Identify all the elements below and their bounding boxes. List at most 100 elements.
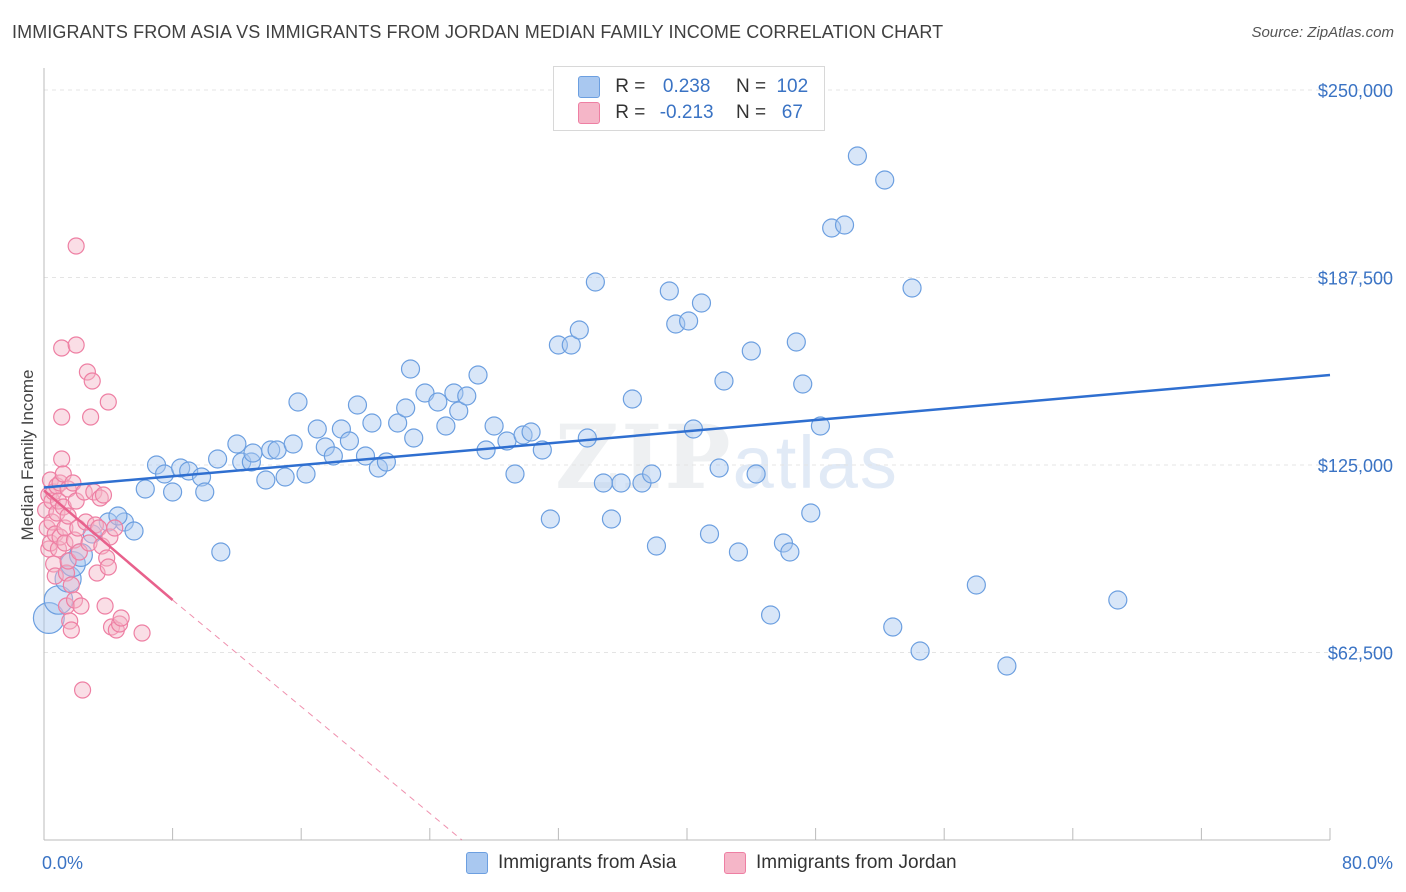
asia-point xyxy=(135,479,155,499)
legend-swatch-asia xyxy=(466,852,488,874)
jordan-point xyxy=(53,408,71,426)
jordan-point xyxy=(110,615,129,633)
jordan-point xyxy=(112,609,130,627)
asia-point xyxy=(208,449,228,469)
jordan-point xyxy=(106,519,124,537)
source-label: Source: ZipAtlas.com xyxy=(1251,24,1394,41)
asia-point xyxy=(847,146,867,166)
jordan-point xyxy=(53,450,71,468)
jordan-trend-extension xyxy=(172,599,463,841)
asia-point xyxy=(436,416,456,436)
legend-r-label: R = xyxy=(615,102,646,123)
asia-point xyxy=(883,617,903,637)
asia-point xyxy=(124,521,144,541)
jordan-point xyxy=(62,576,80,594)
legend-item-jordan: Immigrants from Jordan xyxy=(724,852,957,874)
asia-point xyxy=(505,464,525,484)
legend-r-value: 0.238 xyxy=(662,76,711,97)
asia-trend-line xyxy=(43,373,1331,489)
legend-n-value: 102 xyxy=(776,76,809,97)
asia-point xyxy=(428,392,448,412)
asia-point xyxy=(404,428,424,448)
legend-n-label: N = xyxy=(735,102,767,123)
asia-point xyxy=(793,374,813,394)
asia-point xyxy=(400,359,421,379)
jordan-point xyxy=(56,534,74,552)
asia-point xyxy=(163,482,183,502)
asia-point xyxy=(521,422,541,442)
jordan-point xyxy=(65,591,84,609)
jordan-point xyxy=(82,408,100,426)
asia-point xyxy=(1108,590,1128,610)
asia-point xyxy=(227,434,247,454)
asia-point xyxy=(810,416,831,436)
asia-point xyxy=(659,281,679,301)
jordan-point xyxy=(99,393,117,411)
jordan-trend-line xyxy=(43,489,174,601)
y-tick-label: $125,000 xyxy=(1318,456,1393,476)
asia-point xyxy=(283,434,303,454)
jordan-point xyxy=(72,597,90,615)
asia-point xyxy=(834,215,855,235)
asia-point xyxy=(561,335,581,355)
asia-point xyxy=(457,386,477,406)
legend-r-label: R = xyxy=(615,76,646,97)
correlation-legend: R = 0.238 N = 102 R = -0.213 N = 67 xyxy=(553,66,825,131)
jordan-point xyxy=(78,363,97,381)
asia-point xyxy=(679,311,699,331)
asia-point xyxy=(780,542,800,562)
asia-point xyxy=(323,446,343,466)
jordan-point xyxy=(83,372,101,390)
asia-point xyxy=(261,440,281,460)
asia-point xyxy=(997,656,1017,676)
legend-item-asia: Immigrants from Asia xyxy=(466,852,676,874)
asia-point xyxy=(388,413,408,433)
jordan-point xyxy=(62,621,80,639)
asia-point xyxy=(267,440,287,460)
asia-point xyxy=(642,464,662,484)
jordan-point xyxy=(96,597,114,615)
asia-point xyxy=(288,392,308,412)
asia-point xyxy=(577,428,597,448)
asia-point xyxy=(195,482,215,502)
jordan-point xyxy=(59,552,77,570)
asia-point xyxy=(347,395,368,415)
asia-point xyxy=(593,473,614,493)
x-tick-label: 80.0% xyxy=(1342,853,1393,873)
asia-point xyxy=(484,416,504,436)
asia-point xyxy=(154,464,175,484)
legend-row-asia: R = 0.238 N = 102 xyxy=(578,76,813,100)
legend-swatch-jordan xyxy=(578,102,600,124)
asia-point xyxy=(569,320,589,340)
jordan-point xyxy=(59,507,77,525)
jordan-point xyxy=(67,237,85,255)
asia-point xyxy=(32,601,65,634)
asia-point xyxy=(746,464,766,484)
asia-point xyxy=(646,536,667,556)
asia-point xyxy=(910,641,930,661)
asia-point xyxy=(449,401,469,421)
asia-point xyxy=(611,473,631,493)
asia-point xyxy=(728,542,749,562)
legend-n-label: N = xyxy=(735,76,767,97)
jordan-point xyxy=(73,681,92,699)
asia-point xyxy=(875,170,895,190)
asia-point xyxy=(339,431,360,451)
asia-point xyxy=(699,524,720,544)
asia-point xyxy=(786,332,806,352)
asia-point xyxy=(691,293,712,313)
asia-point xyxy=(376,452,396,472)
legend-label-asia: Immigrants from Asia xyxy=(498,852,677,873)
asia-point xyxy=(585,272,605,292)
asia-point xyxy=(307,419,327,439)
jordan-point xyxy=(91,489,109,507)
asia-point xyxy=(601,509,622,529)
asia-point xyxy=(760,605,781,625)
y-tick-label: $187,500 xyxy=(1318,269,1393,289)
jordan-point xyxy=(46,567,64,585)
asia-point xyxy=(801,503,821,523)
y-tick-label: $250,000 xyxy=(1318,81,1393,101)
jordan-point xyxy=(80,534,98,552)
asia-point xyxy=(966,575,986,595)
